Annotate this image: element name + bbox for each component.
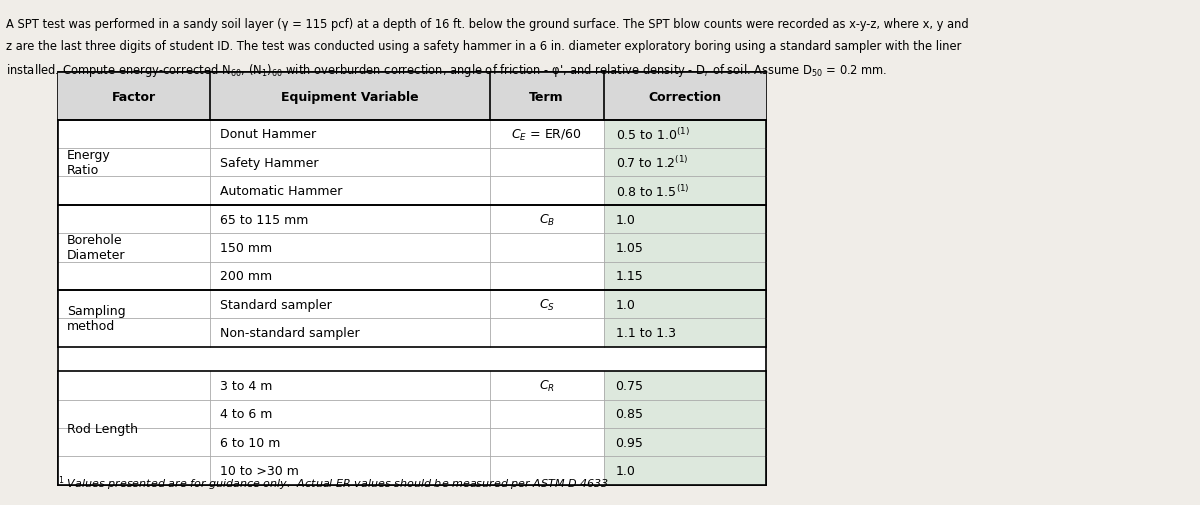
Text: $^1$ Values presented are for guidance only.  Actual ER values should be measure: $^1$ Values presented are for guidance o… — [58, 474, 608, 492]
Text: 0.95: 0.95 — [616, 436, 643, 449]
Text: 1.1 to 1.3: 1.1 to 1.3 — [616, 326, 676, 339]
Bar — [58, 73, 766, 485]
Text: Sampling
method: Sampling method — [67, 305, 126, 333]
Text: 3 to 4 m: 3 to 4 m — [220, 379, 272, 392]
Text: Donut Hammer: Donut Hammer — [220, 128, 316, 141]
Text: 1.0: 1.0 — [616, 213, 636, 226]
Text: Energy
Ratio: Energy Ratio — [67, 149, 110, 177]
Text: $C_B$: $C_B$ — [539, 212, 554, 227]
Bar — [58, 206, 766, 290]
Text: $C_E$ = ER/60: $C_E$ = ER/60 — [511, 127, 582, 142]
Text: 0.8 to 1.5$^{(1)}$: 0.8 to 1.5$^{(1)}$ — [616, 183, 689, 199]
Text: z are the last three digits of student ID. The test was conducted using a safety: z are the last three digits of student I… — [6, 40, 961, 54]
Bar — [58, 73, 766, 121]
Text: Automatic Hammer: Automatic Hammer — [220, 185, 342, 198]
Text: 0.5 to 1.0$^{(1)}$: 0.5 to 1.0$^{(1)}$ — [616, 127, 690, 142]
Text: $C_S$: $C_S$ — [539, 297, 554, 312]
Text: 10 to >30 m: 10 to >30 m — [220, 464, 299, 477]
Text: Non-standard sampler: Non-standard sampler — [220, 326, 359, 339]
Bar — [604, 372, 766, 485]
Text: 0.7 to 1.2$^{(1)}$: 0.7 to 1.2$^{(1)}$ — [616, 155, 688, 171]
Text: 1.15: 1.15 — [616, 270, 643, 283]
Text: 6 to 10 m: 6 to 10 m — [220, 436, 280, 449]
Text: Standard sampler: Standard sampler — [220, 298, 331, 311]
Text: installed. Compute energy-corrected N$_{60}$, (N$_1$)$_{60}$ with overburden cor: installed. Compute energy-corrected N$_{… — [6, 62, 887, 79]
Bar — [604, 290, 766, 347]
Text: Borehole
Diameter: Borehole Diameter — [67, 234, 126, 262]
Text: 1.0: 1.0 — [616, 464, 636, 477]
Bar — [58, 372, 766, 485]
Text: Safety Hammer: Safety Hammer — [220, 157, 318, 170]
Bar — [604, 121, 766, 206]
Text: $C_R$: $C_R$ — [539, 378, 554, 393]
Text: Rod Length: Rod Length — [67, 422, 138, 435]
Text: Term: Term — [529, 90, 564, 104]
Text: Correction: Correction — [648, 90, 721, 104]
Bar — [58, 121, 766, 206]
Text: 150 mm: 150 mm — [220, 241, 271, 255]
Text: 0.75: 0.75 — [616, 379, 643, 392]
Text: 200 mm: 200 mm — [220, 270, 271, 283]
Text: 65 to 115 mm: 65 to 115 mm — [220, 213, 308, 226]
Text: A SPT test was performed in a sandy soil layer (γ = 115 pcf) at a depth of 16 ft: A SPT test was performed in a sandy soil… — [6, 18, 968, 31]
Text: 4 to 6 m: 4 to 6 m — [220, 408, 272, 421]
Text: 1.0: 1.0 — [616, 298, 636, 311]
Text: 1.05: 1.05 — [616, 241, 643, 255]
Text: Factor: Factor — [112, 90, 156, 104]
Text: Equipment Variable: Equipment Variable — [281, 90, 419, 104]
Bar — [58, 290, 766, 347]
Bar — [604, 206, 766, 290]
Text: 0.85: 0.85 — [616, 408, 643, 421]
